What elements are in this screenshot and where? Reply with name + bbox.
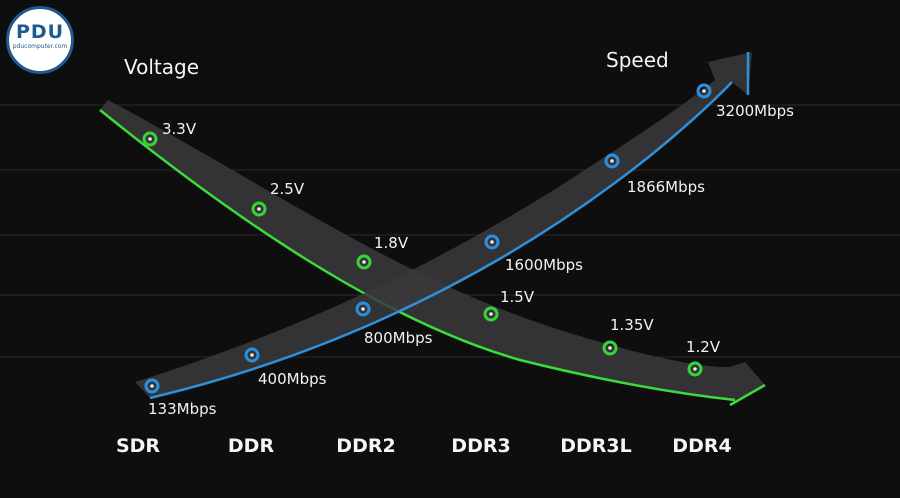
voltage-label-ddr2: 1.8V: [374, 234, 409, 252]
voltage-point-center-ddr3l: [608, 346, 612, 350]
speed-point-center-ddr: [250, 353, 254, 357]
voltage-point-center-sdr: [148, 137, 152, 141]
voltage-point-ddr4: [687, 361, 703, 377]
voltage-title: Voltage: [124, 55, 199, 79]
logo-text: PDU: [15, 21, 65, 43]
speed-point-center-sdr: [150, 384, 154, 388]
speed-point-ddr: [244, 347, 260, 363]
speed-label-ddr3l: 1866Mbps: [627, 178, 705, 196]
voltage-point-ddr3: [483, 306, 499, 322]
speed-arrow-band: [135, 52, 752, 398]
category-labels: SDR DDR DDR2 DDR3 DDR3L DDR4: [116, 435, 732, 457]
speed-label-ddr2: 800Mbps: [364, 329, 433, 347]
speed-label-sdr: 133Mbps: [148, 400, 217, 418]
voltage-arrow-band: [100, 100, 765, 400]
category-label-sdr: SDR: [116, 435, 160, 457]
voltage-point-ddr3l: [602, 340, 618, 356]
voltage-point-center-ddr3: [489, 312, 493, 316]
category-label-ddr: DDR: [228, 435, 275, 457]
speed-point-center-ddr4: [702, 89, 706, 93]
speed-title: Speed: [606, 48, 669, 72]
data-points: [142, 83, 712, 394]
speed-point-ddr2: [355, 301, 371, 317]
speed-point-ddr3l: [604, 153, 620, 169]
voltage-label-ddr3: 1.5V: [500, 288, 535, 306]
speed-curve: [149, 81, 733, 400]
pdu-logo: PDU pducomputer.com: [6, 6, 74, 74]
voltage-point-center-ddr2: [362, 260, 366, 264]
voltage-point-center-ddr: [257, 207, 261, 211]
voltage-curve: [99, 109, 736, 402]
voltage-point-ddr: [251, 201, 267, 217]
category-label-ddr4: DDR4: [672, 435, 731, 457]
speed-point-ddr3: [484, 234, 500, 250]
category-label-ddr2: DDR2: [336, 435, 395, 457]
voltage-label-ddr4: 1.2V: [686, 338, 721, 356]
speed-point-sdr: [144, 378, 160, 394]
speed-point-center-ddr3: [490, 240, 494, 244]
speed-point-center-ddr2: [361, 307, 365, 311]
voltage-label-sdr: 3.3V: [162, 120, 197, 138]
voltage-arrowhead-edge: [729, 383, 766, 407]
speed-label-ddr: 400Mbps: [258, 370, 327, 388]
speed-label-ddr4: 3200Mbps: [716, 102, 794, 120]
series-titles: Voltage Speed: [124, 48, 669, 79]
voltage-point-sdr: [142, 131, 158, 147]
speed-label-ddr3: 1600Mbps: [505, 256, 583, 274]
category-label-ddr3l: DDR3L: [560, 435, 632, 457]
arrow-bands: [99, 52, 766, 407]
logo-subtext: pducomputer.com: [12, 43, 68, 50]
voltage-label-ddr: 2.5V: [270, 180, 305, 198]
voltage-point-ddr2: [356, 254, 372, 270]
voltage-point-center-ddr4: [693, 367, 697, 371]
speed-point-ddr4: [696, 83, 712, 99]
grid-layer: [0, 104, 900, 358]
data-labels: 3.3V 2.5V 1.8V 1.5V 1.35V 1.2V 133Mbps 400Mbps 8…: [148, 102, 794, 418]
category-label-ddr3: DDR3: [451, 435, 510, 457]
speed-point-center-ddr3l: [610, 159, 614, 163]
voltage-label-ddr3l: 1.35V: [610, 316, 654, 334]
